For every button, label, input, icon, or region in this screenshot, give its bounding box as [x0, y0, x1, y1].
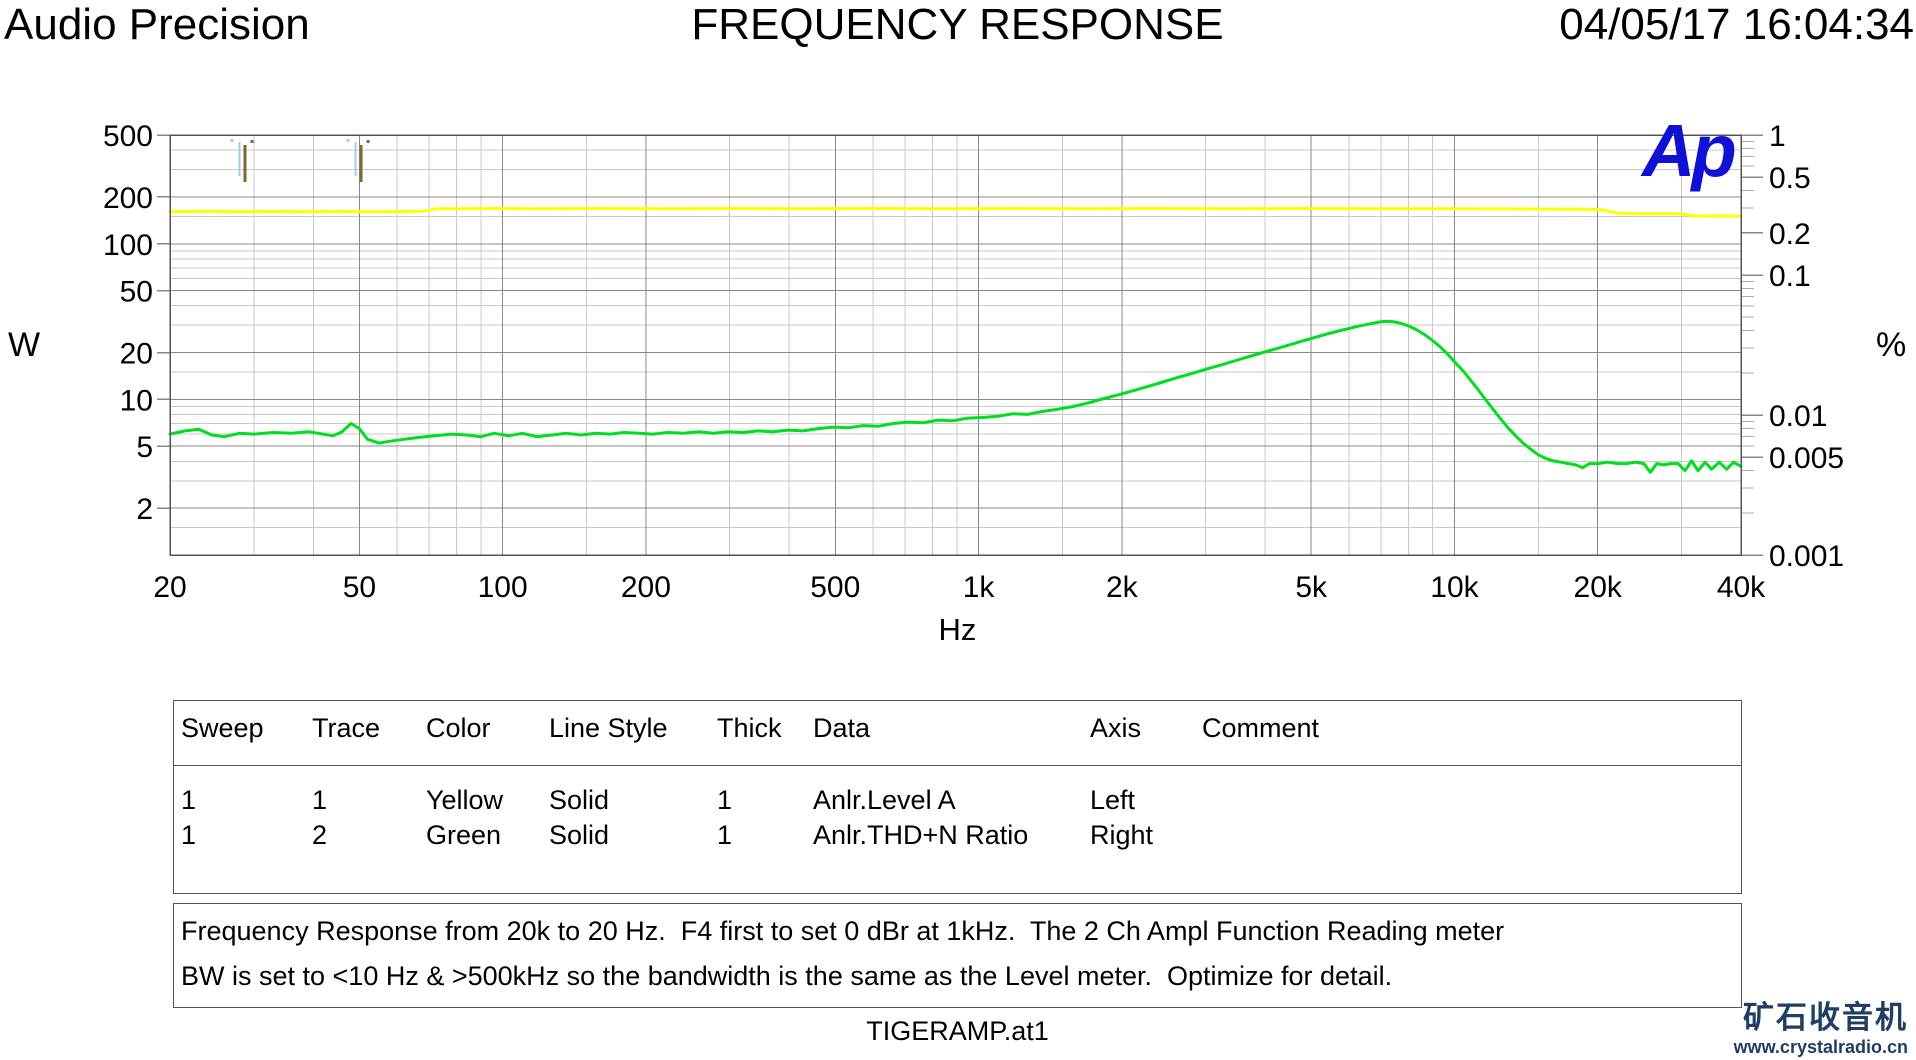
comment-line-1: Frequency Response from 20k to 20 Hz. F4… [181, 916, 1505, 946]
legend-header-axis: Axis [1090, 713, 1142, 743]
svg-text:50: 50 [120, 276, 153, 309]
legend-cell-row1-data: Anlr.Level A [813, 785, 956, 815]
watermark-url: www.crystalradio.cn [1733, 1037, 1908, 1057]
legend-cell-row2-thick: 1 [717, 820, 733, 850]
right-axis-unit-label: % [1876, 326, 1907, 364]
legend-header-sweep: Sweep [181, 713, 264, 743]
svg-text:10: 10 [120, 384, 153, 417]
svg-text:0.005: 0.005 [1769, 442, 1844, 475]
svg-text:200: 200 [621, 571, 671, 604]
svg-text:20k: 20k [1574, 571, 1623, 604]
svg-text:0.2: 0.2 [1769, 218, 1811, 251]
left-axis-unit-label: W [8, 326, 41, 364]
comment-box: Frequency Response from 20k to 20 Hz. F4… [173, 903, 1742, 1008]
legend-cell-row1-line-style: Solid [549, 785, 610, 815]
svg-text:200: 200 [103, 182, 153, 215]
svg-text:20: 20 [120, 338, 153, 371]
legend-cell-row2-color: Green [426, 820, 502, 850]
svg-text:500: 500 [103, 120, 153, 153]
watermark-site-name: 矿石收音机 [1743, 1000, 1908, 1035]
comment-line-2: BW is set to <10 Hz & >500kHz so the ban… [181, 961, 1393, 991]
legend-table: Sweep Trace Color Line Style Thick Data Axis Co… [173, 700, 1742, 894]
test-file-name: TIGERAMP.at1 [866, 1016, 1049, 1046]
legend-cell-row1-axis: Left [1090, 785, 1136, 815]
legend-cell-row1-thick: 1 [717, 785, 733, 815]
svg-text:0.5: 0.5 [1769, 162, 1811, 195]
svg-text:0.1: 0.1 [1769, 260, 1811, 293]
svg-text:10k: 10k [1430, 571, 1479, 604]
svg-text:5: 5 [136, 431, 153, 464]
svg-text:100: 100 [478, 571, 528, 604]
legend-cell-row1-trace: 1 [312, 785, 328, 815]
legend-cell-row2-data: Anlr.THD+N Ratio [813, 820, 1029, 850]
svg-text:0.01: 0.01 [1769, 400, 1827, 433]
legend-header-thick: Thick [717, 713, 782, 743]
legend-cell-row2-sweep: 1 [181, 820, 197, 850]
watermark: 矿石收音机 www.crystalradio.cn [1734, 992, 1908, 1058]
frequency-response-plot: 20 50 100 200 500 1k 2k 5k 10k 20k 40k 500 200 100 50 2… [103, 120, 1844, 604]
legend-cell-row2-axis: Right [1090, 820, 1154, 850]
legend-cell-row2-line-style: Solid [549, 820, 610, 850]
svg-text:1: 1 [1769, 120, 1786, 153]
svg-text:20: 20 [153, 571, 186, 604]
app-name: Audio Precision [4, 0, 310, 49]
legend-header-color: Color [426, 713, 491, 743]
report-title: FREQUENCY RESPONSE [691, 0, 1224, 49]
svg-text:5k: 5k [1295, 571, 1328, 604]
svg-text:500: 500 [810, 571, 860, 604]
x-axis-unit-label: Hz [938, 612, 977, 647]
legend-cell-row1-color: Yellow [426, 785, 504, 815]
report-timestamp: 04/05/17 16:04:34 [1559, 0, 1914, 49]
svg-text:2k: 2k [1106, 571, 1139, 604]
legend-header-trace: Trace [312, 713, 381, 743]
legend-header-data: Data [813, 713, 871, 743]
legend-header-line-style: Line Style [549, 713, 668, 743]
svg-text:100: 100 [103, 229, 153, 262]
svg-text:40k: 40k [1717, 571, 1766, 604]
legend-header-divider [174, 765, 1741, 766]
legend-cell-row1-sweep: 1 [181, 785, 197, 815]
svg-text:2: 2 [136, 493, 153, 526]
svg-text:50: 50 [343, 571, 376, 604]
audio-precision-logo: Ap [1642, 109, 1737, 192]
legend-cell-row2-trace: 2 [312, 820, 328, 850]
svg-text:1k: 1k [963, 571, 996, 604]
legend-header-comment: Comment [1202, 713, 1320, 743]
svg-text:0.001: 0.001 [1769, 540, 1844, 573]
